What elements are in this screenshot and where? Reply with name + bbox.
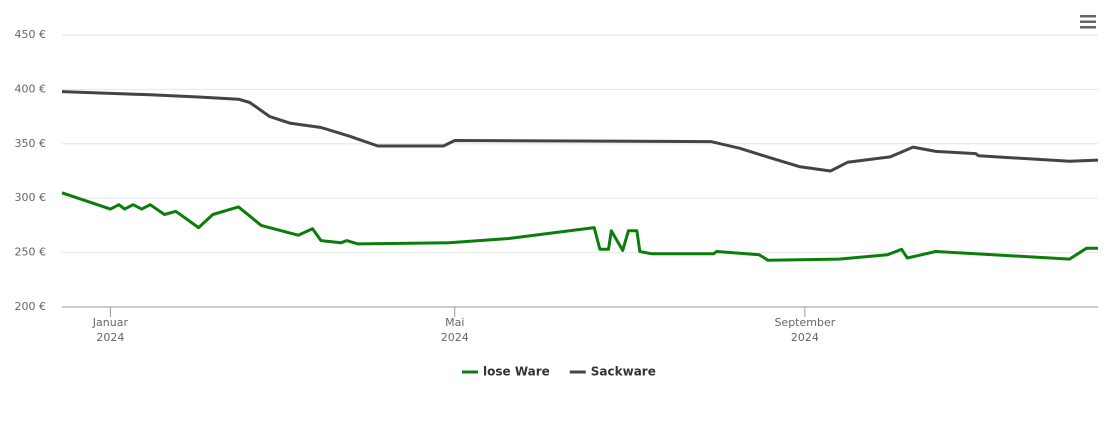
x-tick-label: 2024 [441, 331, 469, 344]
x-tick-label: Januar [92, 316, 129, 329]
legend: lose Ware Sackware [462, 365, 656, 379]
y-tick-label: 200 € [15, 300, 47, 313]
x-tick-label: 2024 [96, 331, 124, 344]
legend-item[interactable]: lose Ware [462, 365, 550, 379]
y-tick-label: 450 € [15, 28, 47, 41]
menu-icon[interactable] [1080, 15, 1096, 29]
series-line [61, 90, 1099, 173]
x-tick-label: September [774, 316, 835, 329]
legend-label: Sackware [591, 365, 656, 379]
y-tick-label: 350 € [15, 137, 47, 150]
x-tick-label: Mai [445, 316, 464, 329]
legend-label: lose Ware [483, 365, 550, 379]
series-line [61, 191, 1098, 262]
y-tick-label: 400 € [15, 82, 47, 95]
x-tick-label: 2024 [791, 331, 819, 344]
y-tick-label: 300 € [15, 191, 47, 204]
y-tick-label: 250 € [15, 246, 47, 259]
legend-item[interactable]: Sackware [569, 365, 656, 379]
